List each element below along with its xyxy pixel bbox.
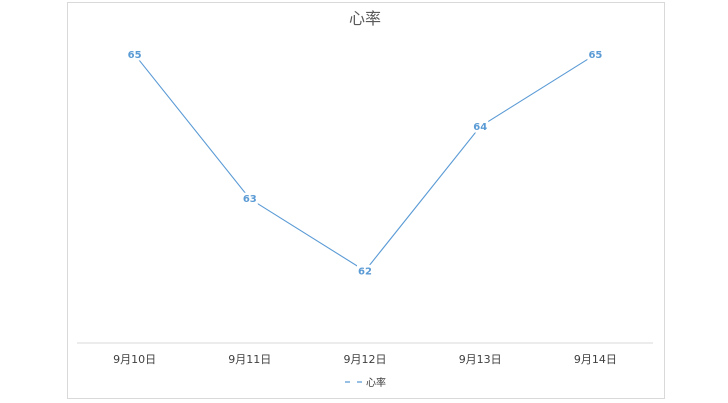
legend: 心率: [345, 376, 386, 389]
data-point: [587, 48, 604, 61]
chart-area: [67, 2, 665, 399]
data-point: [357, 264, 373, 277]
data-point: [126, 48, 143, 61]
x-tick-label: 9月11日: [228, 353, 271, 366]
data-label: 65: [128, 50, 142, 61]
series-layer: 65 63 62 64 65: [126, 48, 604, 277]
data-point: [472, 120, 489, 133]
x-tick-label: 9月10日: [113, 353, 156, 366]
data-label: 64: [473, 122, 487, 133]
x-tick-label: 9月12日: [344, 353, 387, 366]
x-tick-label: 9月14日: [574, 353, 617, 366]
data-label: 65: [588, 50, 602, 61]
legend-label: 心率: [366, 376, 386, 389]
data-label: 62: [358, 266, 372, 277]
x-tick-label: 9月13日: [459, 353, 502, 366]
series-line: [134, 53, 596, 272]
x-axis-ticks: 9月10日 9月11日 9月12日 9月13日 9月14日: [113, 353, 617, 366]
data-label: 63: [243, 194, 257, 205]
data-point: [241, 192, 258, 205]
chart-title: 心率: [349, 9, 381, 28]
